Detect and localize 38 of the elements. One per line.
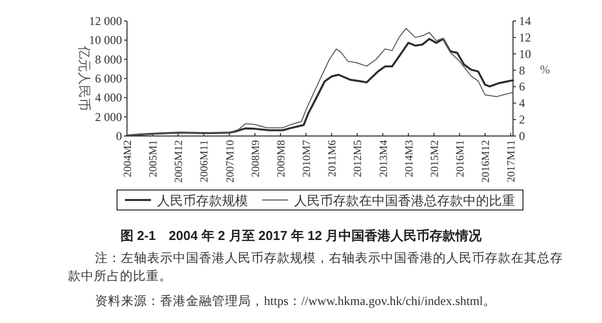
x-tick-label: 2015M2 — [428, 140, 441, 178]
y2-tick-label: 4 — [519, 96, 525, 110]
x-tick-label: 2016M1 — [454, 140, 467, 178]
y2-tick-label: 8 — [519, 63, 525, 78]
y2-tick-label: 0 — [519, 129, 525, 143]
x-tick-label: 2008M9 — [250, 140, 262, 178]
x-tick-label: 2006M11 — [198, 140, 211, 182]
y2-tick-label: 10 — [519, 46, 531, 61]
y-axis-title: 亿元人民币 — [77, 45, 92, 111]
y-tick-label: 6 000 — [95, 72, 122, 86]
legend-label: 人民币存款规模 — [157, 193, 248, 208]
y2-tick-label: 6 — [519, 80, 525, 94]
y2-tick-label: 14 — [519, 14, 531, 28]
x-tick-label: 2010M7 — [301, 140, 314, 178]
x-tick-label: 2017M11 — [506, 140, 518, 182]
legend-label: 人民币存款在中国香港总存款中的比重 — [294, 193, 515, 208]
y-tick-label: 10 000 — [89, 33, 122, 48]
x-tick-label: 2016M12 — [480, 140, 492, 183]
x-tick-label: 2013M4 — [378, 140, 390, 178]
x-tick-label: 2007M10 — [224, 140, 236, 183]
x-tick-label: 2005M12 — [173, 140, 186, 183]
x-tick-label: 2005M1 — [148, 140, 160, 178]
y-tick-label: 4 000 — [95, 90, 122, 105]
y2-tick-label: 2 — [519, 112, 525, 127]
y-tick-label: 0 — [116, 129, 122, 143]
x-tick-label: 2014M3 — [403, 140, 416, 178]
y2-tick-label: 12 — [519, 30, 531, 44]
x-tick-label: 2004M2 — [122, 140, 134, 178]
text: 资料来源：香港金融管理局，https：//www.hkma.gov.hk/chi/index.shtml。 — [94, 293, 498, 310]
x-tick-label: 2011M6 — [326, 140, 339, 177]
text: 注：左轴表示中国香港人民币存款规模，右轴表示中国香港的人民币存款在其总存款中所占的比重。 — [68, 250, 564, 285]
text: 图 2-1 2004 年 2 月至 2017 年 12 月中国香港人民币存款情况 — [119, 227, 483, 245]
y2-axis-title: % — [540, 62, 550, 76]
y-tick-label: 8 000 — [95, 52, 122, 66]
y-tick-label: 2 000 — [95, 110, 122, 124]
x-tick-label: 2012M5 — [352, 140, 364, 178]
x-tick-label: 2009M8 — [275, 140, 288, 178]
y-tick-label: 12 000 — [89, 14, 122, 28]
